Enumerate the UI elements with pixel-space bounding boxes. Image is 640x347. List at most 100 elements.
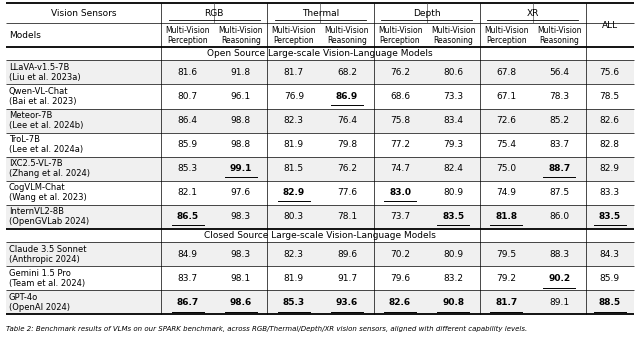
Text: Multi-Vision
Perception: Multi-Vision Perception [484,26,529,45]
Text: 98.1: 98.1 [230,274,251,283]
Text: Thermal: Thermal [302,9,339,18]
Text: 72.6: 72.6 [496,116,516,125]
Text: 82.6: 82.6 [600,116,620,125]
Text: Vision Sensors: Vision Sensors [51,9,116,18]
Bar [6,242,634,266]
Text: 78.5: 78.5 [600,92,620,101]
Text: 76.4: 76.4 [337,116,357,125]
Text: 99.1: 99.1 [230,164,252,173]
Text: 82.3: 82.3 [284,116,304,125]
Text: 79.3: 79.3 [443,140,463,149]
Text: 97.6: 97.6 [230,188,251,197]
Text: 79.6: 79.6 [390,274,410,283]
Text: 80.6: 80.6 [443,68,463,77]
Bar [6,157,634,181]
Bar [6,290,634,314]
Text: 68.2: 68.2 [337,68,357,77]
Text: LLaVA-v1.5-7B
(Liu et al. 2023a): LLaVA-v1.5-7B (Liu et al. 2023a) [9,63,81,82]
Text: XR: XR [527,9,539,18]
Text: 76.2: 76.2 [337,164,357,173]
Bar [6,109,634,133]
Text: 86.9: 86.9 [336,92,358,101]
Text: Multi-Vision
Perception: Multi-Vision Perception [378,26,422,45]
Text: 82.6: 82.6 [389,298,411,307]
Text: Multi-Vision
Reasoning: Multi-Vision Reasoning [218,26,263,45]
Text: 81.9: 81.9 [284,140,304,149]
Text: InternVL2-8B
(OpenGVLab 2024): InternVL2-8B (OpenGVLab 2024) [9,208,89,226]
Text: Gemini 1.5 Pro
(Team et al. 2024): Gemini 1.5 Pro (Team et al. 2024) [9,269,85,288]
Text: 74.7: 74.7 [390,164,410,173]
Text: 85.9: 85.9 [178,140,198,149]
Text: 81.7: 81.7 [495,298,517,307]
Text: 76.2: 76.2 [390,68,410,77]
Text: 81.6: 81.6 [178,68,198,77]
Text: 86.4: 86.4 [178,116,198,125]
Text: 82.3: 82.3 [284,249,304,259]
Text: 81.5: 81.5 [284,164,304,173]
Text: 98.3: 98.3 [230,249,251,259]
Text: 89.1: 89.1 [549,298,570,307]
Text: 96.1: 96.1 [230,92,251,101]
Text: 81.7: 81.7 [284,68,304,77]
Text: 87.5: 87.5 [549,188,570,197]
Text: 83.4: 83.4 [443,116,463,125]
Text: 83.3: 83.3 [600,188,620,197]
Text: Meteor-7B
(Lee et al. 2024b): Meteor-7B (Lee et al. 2024b) [9,111,83,130]
Text: 90.2: 90.2 [548,274,570,283]
Text: 67.8: 67.8 [496,68,516,77]
Text: Multi-Vision
Reasoning: Multi-Vision Reasoning [431,26,476,45]
Text: 98.3: 98.3 [230,212,251,221]
Text: 75.6: 75.6 [600,68,620,77]
Text: Open Source Large-scale Vision-Language Models: Open Source Large-scale Vision-Language … [207,49,433,58]
Text: 86.0: 86.0 [549,212,570,221]
Bar [6,266,634,290]
Text: 75.0: 75.0 [496,164,516,173]
Text: 85.3: 85.3 [178,164,198,173]
Text: 90.8: 90.8 [442,298,464,307]
Text: 98.6: 98.6 [230,298,252,307]
Text: 78.1: 78.1 [337,212,357,221]
Text: 81.9: 81.9 [284,274,304,283]
Text: 98.8: 98.8 [230,140,251,149]
Text: 82.1: 82.1 [178,188,198,197]
Text: 85.3: 85.3 [283,298,305,307]
Text: 84.3: 84.3 [600,249,620,259]
Text: 80.9: 80.9 [443,188,463,197]
Text: 75.8: 75.8 [390,116,410,125]
Text: 83.7: 83.7 [549,140,570,149]
Text: 79.8: 79.8 [337,140,357,149]
Text: 73.7: 73.7 [390,212,410,221]
Text: Multi-Vision
Perception: Multi-Vision Perception [165,26,210,45]
Text: Multi-Vision
Reasoning: Multi-Vision Reasoning [537,26,582,45]
Text: 70.2: 70.2 [390,249,410,259]
Text: 74.9: 74.9 [496,188,516,197]
Text: 82.4: 82.4 [443,164,463,173]
Text: 78.3: 78.3 [549,92,570,101]
Text: 76.9: 76.9 [284,92,304,101]
Text: 73.3: 73.3 [443,92,463,101]
Bar [6,205,634,229]
Text: Closed Source Large-scale Vision-Language Models: Closed Source Large-scale Vision-Languag… [204,231,436,240]
Bar [6,133,634,157]
Text: 83.0: 83.0 [389,188,411,197]
Text: Qwen-VL-Chat
(Bai et al. 2023): Qwen-VL-Chat (Bai et al. 2023) [9,87,76,106]
Text: 82.8: 82.8 [600,140,620,149]
Bar [6,60,634,84]
Text: 67.1: 67.1 [496,92,516,101]
Text: TroL-7B
(Lee et al. 2024a): TroL-7B (Lee et al. 2024a) [9,135,83,154]
Text: 85.2: 85.2 [549,116,570,125]
Text: Claude 3.5 Sonnet
(Anthropic 2024): Claude 3.5 Sonnet (Anthropic 2024) [9,245,86,264]
Text: 82.9: 82.9 [283,188,305,197]
Text: 82.9: 82.9 [600,164,620,173]
Text: 88.5: 88.5 [598,298,621,307]
Text: 83.7: 83.7 [178,274,198,283]
Text: Depth: Depth [413,9,440,18]
Text: 91.7: 91.7 [337,274,357,283]
Text: RGB: RGB [205,9,224,18]
Text: Multi-Vision
Perception: Multi-Vision Perception [271,26,316,45]
Text: 89.6: 89.6 [337,249,357,259]
Text: 79.5: 79.5 [496,249,516,259]
Text: 91.8: 91.8 [230,68,251,77]
Text: CogVLM-Chat
(Wang et al. 2023): CogVLM-Chat (Wang et al. 2023) [9,183,86,202]
Text: 85.9: 85.9 [600,274,620,283]
